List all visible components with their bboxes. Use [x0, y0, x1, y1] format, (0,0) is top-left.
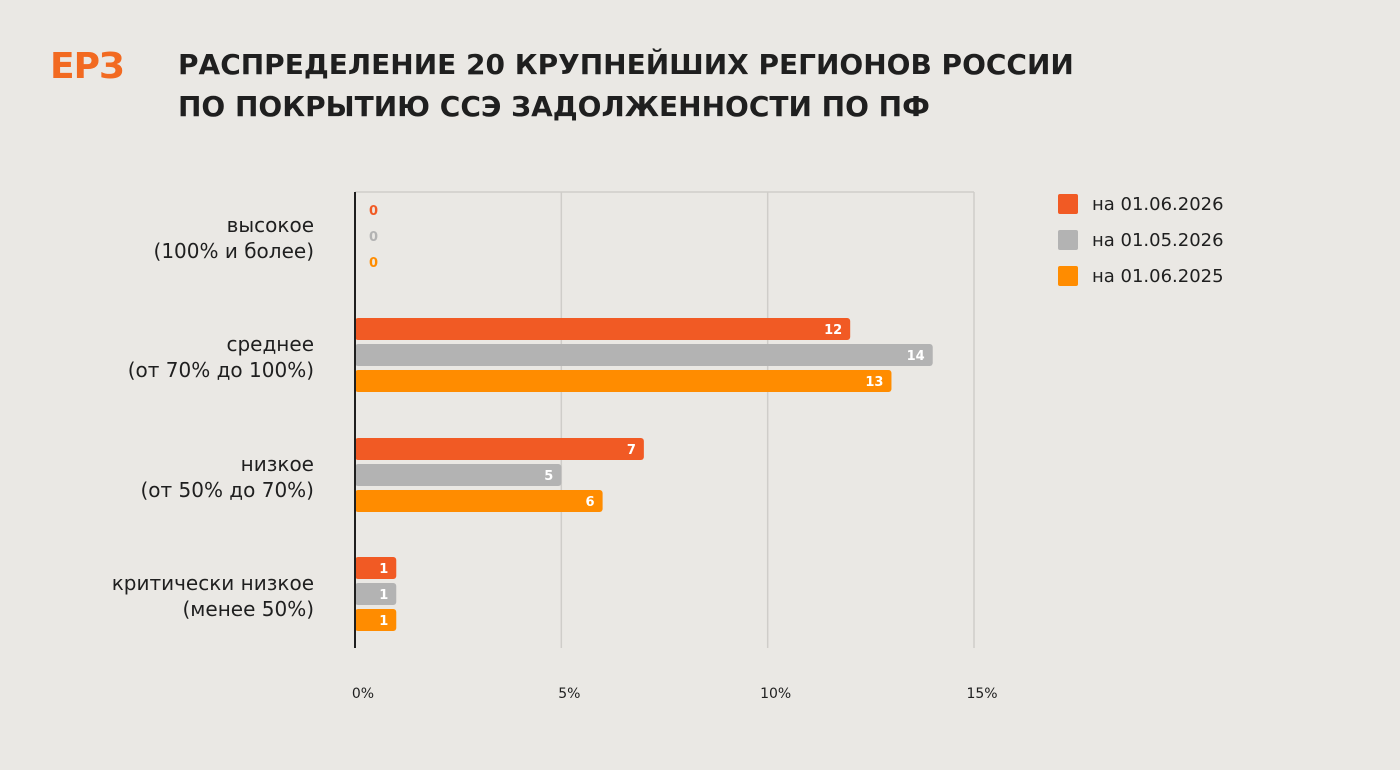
category-label: среднее: [226, 332, 314, 356]
legend: на 01.06.2026 на 01.05.2026 на 01.06.202…: [1058, 186, 1224, 294]
logo: ЕРЗ: [50, 46, 125, 87]
category-label: низкое: [241, 452, 314, 476]
legend-swatch-series3: [1058, 266, 1078, 286]
x-tick-label: 5%: [558, 686, 580, 702]
data-label: 0: [369, 204, 378, 219]
bar: [355, 583, 397, 605]
legend-item-series1: на 01.06.2026: [1058, 186, 1224, 222]
category-label: (менее 50%): [183, 597, 315, 621]
data-label: 12: [824, 323, 842, 338]
bar: [355, 490, 603, 512]
data-label: 0: [369, 256, 378, 271]
data-label: 1: [379, 562, 388, 577]
data-label: 1: [379, 588, 388, 603]
data-label: 0: [369, 230, 378, 245]
data-label: 14: [907, 349, 925, 364]
legend-label-series1: на 01.06.2026: [1092, 193, 1224, 215]
data-label: 6: [586, 495, 595, 510]
category-label: (от 70% до 100%): [128, 358, 314, 382]
legend-swatch-series1: [1058, 194, 1078, 214]
legend-item-series2: на 01.05.2026: [1058, 222, 1224, 258]
category-label: критически низкое: [112, 571, 314, 595]
bar: [355, 344, 933, 366]
data-label: 7: [627, 443, 636, 458]
x-tick-label: 10%: [760, 686, 791, 702]
bar: [355, 318, 851, 340]
chart-title: РАСПРЕДЕЛЕНИЕ 20 КРУПНЕЙШИХ РЕГИОНОВ РОС…: [178, 44, 1074, 128]
data-label: 5: [544, 469, 553, 484]
category-label: (от 50% до 70%): [140, 478, 314, 502]
category-label: высокое: [227, 213, 314, 237]
bar: [355, 464, 562, 486]
bar: [355, 370, 892, 392]
bar: [355, 609, 397, 631]
chart-title-line2: ПО ПОКРЫТИЮ ССЭ ЗАДОЛЖЕННОСТИ ПО ПФ: [178, 90, 930, 123]
legend-swatch-series2: [1058, 230, 1078, 250]
bar: [355, 438, 644, 460]
chart-title-line1: РАСПРЕДЕЛЕНИЕ 20 КРУПНЕЙШИХ РЕГИОНОВ РОС…: [178, 48, 1074, 81]
data-label: 1: [379, 614, 388, 629]
x-tick-label: 0%: [352, 686, 374, 702]
legend-item-series3: на 01.06.2025: [1058, 258, 1224, 294]
category-label: (100% и более): [154, 239, 314, 263]
legend-label-series3: на 01.06.2025: [1092, 265, 1224, 287]
data-label: 13: [865, 375, 883, 390]
bar: [355, 557, 397, 579]
x-tick-label: 15%: [966, 686, 997, 702]
legend-label-series2: на 01.05.2026: [1092, 229, 1224, 251]
